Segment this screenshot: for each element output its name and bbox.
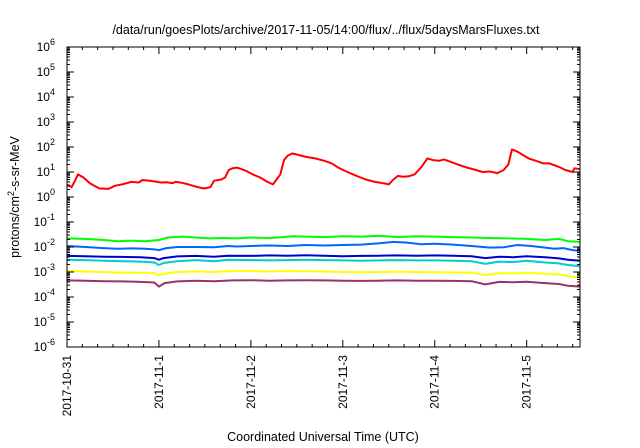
y-tick-base: 10 — [37, 165, 51, 179]
plot-frame — [66, 46, 581, 348]
y-tick-label: 102 — [37, 137, 55, 154]
y-tick-label: 10-4 — [34, 287, 55, 304]
series-line-5 — [66, 258, 581, 268]
y-tick-exponent: 2 — [50, 137, 55, 147]
series-line-1 — [66, 148, 581, 190]
x-tick-label: 2017-10-31 — [60, 355, 74, 417]
y-tick-label: 106 — [37, 37, 55, 54]
series-line-2 — [66, 234, 581, 243]
y-tick-exponent: 3 — [50, 112, 55, 122]
x-tick-label: 2017-11-5 — [520, 355, 534, 409]
series-line-3 — [66, 240, 581, 252]
y-tick-label: 10-1 — [34, 212, 55, 229]
series-line-6 — [66, 270, 581, 279]
y-tick-label: 100 — [37, 187, 55, 204]
y-tick-exponent: -1 — [47, 212, 55, 222]
y-tick-label: 101 — [37, 162, 55, 179]
y-tick-exponent: -4 — [47, 287, 55, 297]
y-axis-title-rest: -s-sr-MeV — [8, 135, 22, 191]
y-tick-exponent: 6 — [50, 37, 55, 47]
y-tick-base: 10 — [37, 115, 51, 129]
series-layer — [66, 148, 581, 288]
y-tick-label: 10-2 — [34, 237, 55, 254]
x-axis: 2017-10-31 2017-11-1 2017-11-2 2017-11-3 201… — [60, 47, 574, 417]
series-line-4 — [66, 254, 581, 262]
y-tick-base: 10 — [34, 240, 48, 254]
y-tick-exponent: 1 — [50, 162, 55, 172]
x-axis-title: Coordinated Universal Time (UTC) — [227, 430, 419, 444]
y-tick-label: 105 — [37, 62, 55, 79]
x-tick-label: 2017-11-3 — [336, 355, 350, 409]
y-tick-exponent: -6 — [47, 337, 55, 347]
y-tick-exponent: -3 — [47, 262, 55, 272]
y-tick-base: 10 — [37, 40, 51, 54]
y-axis-title-sup: 2 — [6, 191, 16, 196]
y-tick-exponent: -2 — [47, 237, 55, 247]
y-tick-label: 10-5 — [34, 312, 55, 329]
y-tick-label: 104 — [37, 87, 55, 104]
y-tick-base: 10 — [37, 140, 51, 154]
y-tick-label: 10-3 — [34, 262, 55, 279]
y-tick-exponent: -5 — [47, 312, 55, 322]
y-tick-base: 10 — [34, 315, 48, 329]
x-tick-label: 2017-11-4 — [428, 355, 442, 409]
y-tick-base: 10 — [37, 65, 51, 79]
chart-title: /data/run/goesPlots/archive/2017-11-05/1… — [112, 23, 540, 37]
y-tick-base: 10 — [37, 90, 51, 104]
x-tick-label: 2017-11-2 — [244, 355, 258, 409]
y-tick-label: 103 — [37, 112, 55, 129]
x-tick-label: 2017-11-1 — [152, 355, 166, 409]
y-tick-exponent: 5 — [50, 62, 55, 72]
y-tick-base: 10 — [37, 190, 51, 204]
y-axis: 10-610-510-410-310-210-11001011021031041… — [34, 37, 580, 354]
y-tick-label: 10-6 — [34, 337, 55, 354]
y-tick-exponent: 0 — [50, 187, 55, 197]
y-tick-base: 10 — [34, 290, 48, 304]
y-tick-exponent: 4 — [50, 87, 55, 97]
y-tick-base: 10 — [34, 340, 48, 354]
y-axis-title: protons/cm2-s-sr-MeV — [6, 135, 22, 257]
y-tick-base: 10 — [34, 215, 48, 229]
series-line-7 — [66, 279, 581, 288]
y-tick-base: 10 — [34, 265, 48, 279]
y-axis-title-main: protons/cm — [8, 196, 22, 258]
